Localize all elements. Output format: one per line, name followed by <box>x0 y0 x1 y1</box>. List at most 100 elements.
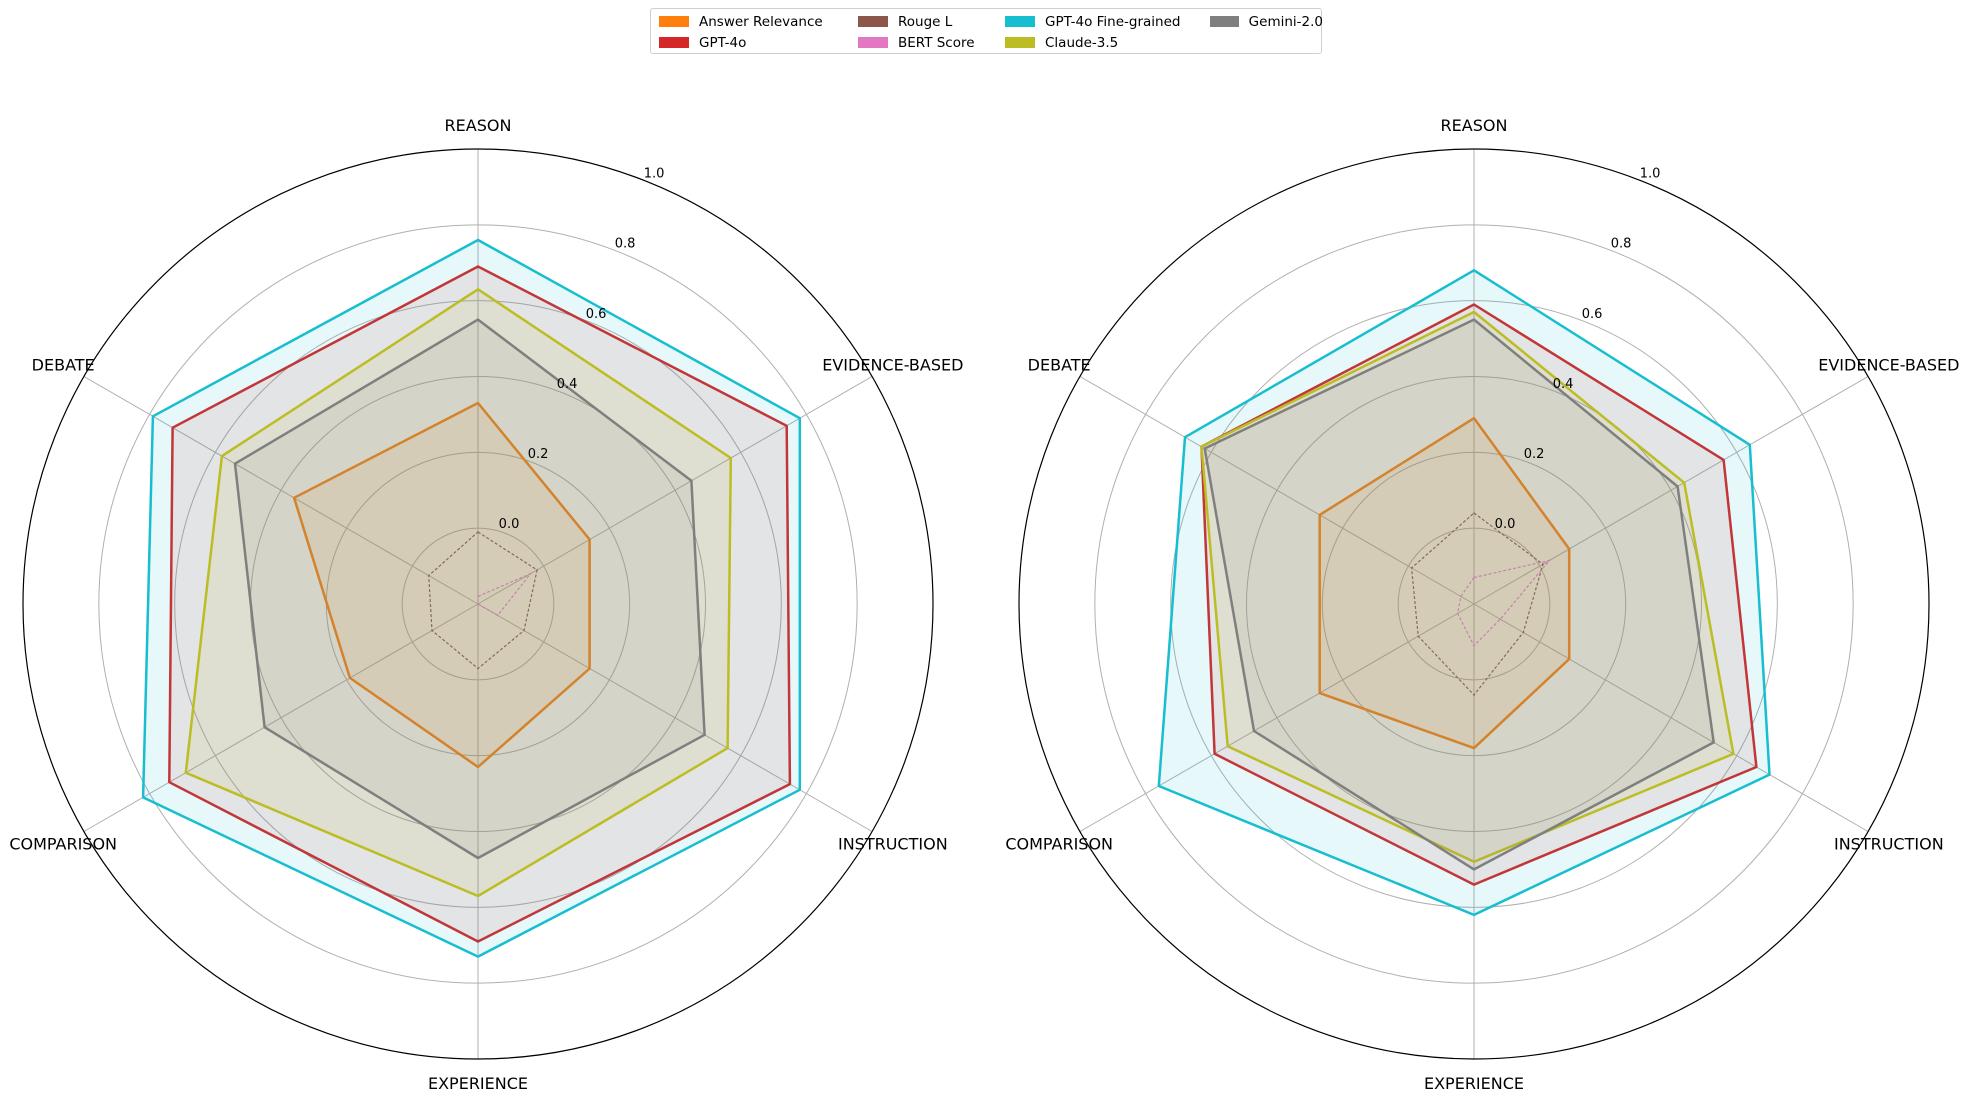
spoke-debate <box>83 376 479 605</box>
radial-tick-label: 0.6 <box>1582 307 1603 322</box>
spoke-debate <box>1079 376 1475 605</box>
data-point-claude-3-5 <box>1473 861 1475 863</box>
outer-frame <box>1018 148 1930 1060</box>
data-point-rouge-l <box>1410 567 1413 569</box>
data-point-bert-score <box>1473 576 1475 579</box>
data-point-gpt-4o-fine-grained <box>799 788 801 791</box>
axis-label-experience: EXPERIENCE <box>1424 1074 1524 1093</box>
data-point-answer-relevance <box>477 766 479 768</box>
data-point-claude-3-5 <box>477 288 479 291</box>
legend-item-answer-relevance: Answer Relevance <box>651 11 850 32</box>
data-point-gpt-4o <box>171 426 174 429</box>
legend-item-gpt-4o-fine-grained: GPT-4o Fine-grained <box>997 11 1202 32</box>
legend-label: GPT-4o Fine-grained <box>1045 13 1181 30</box>
data-point-answer-relevance <box>1318 514 1321 516</box>
data-point-bert-score <box>1548 559 1551 562</box>
data-point-gpt-4o <box>789 783 791 785</box>
legend-item-gpt-4o: GPT-4o <box>651 32 850 53</box>
axis-label-comparison: COMPARISON <box>1005 835 1113 854</box>
data-point-gpt-4o-fine-grained <box>1473 914 1475 916</box>
axis-label-instruction: INSTRUCTION <box>1834 835 1944 854</box>
data-point-rouge-l <box>536 569 538 571</box>
data-point-bert-score <box>477 595 479 598</box>
spoke-instruction <box>477 603 873 832</box>
legend-item-bert-score: BERT Score <box>850 32 997 53</box>
data-point-answer-relevance <box>1568 658 1571 660</box>
data-point-gpt-4o-fine-grained <box>152 415 154 418</box>
axis-label-reason: REASON <box>1441 116 1508 135</box>
data-point-gpt-4o <box>785 424 788 427</box>
data-point-gpt-4o <box>477 940 479 943</box>
axis-label-debate: DEBATE <box>32 356 95 375</box>
data-point-gemini-2-0 <box>690 479 693 482</box>
axis-label-experience: EXPERIENCE <box>428 1074 528 1093</box>
legend-label: GPT-4o <box>699 34 747 51</box>
data-point-claude-3-5 <box>726 747 729 749</box>
data-point-gemini-2-0 <box>1473 318 1475 321</box>
data-point-gemini-2-0 <box>1473 868 1475 871</box>
data-point-bert-score <box>496 614 499 617</box>
data-point-gpt-4o <box>1213 752 1216 755</box>
legend-swatch-bert-score <box>858 37 888 48</box>
data-point-gpt-4o-fine-grained <box>142 796 144 799</box>
axis-label-comparison: COMPARISON <box>9 835 117 854</box>
legend-swatch-gpt-4o <box>659 37 689 48</box>
data-point-answer-relevance <box>1473 747 1475 749</box>
legend-item-rouge-l: Rouge L <box>850 11 997 32</box>
data-point-gpt-4o <box>1473 303 1475 306</box>
data-point-gpt-4o-fine-grained <box>799 417 801 420</box>
data-point-claude-3-5 <box>1473 311 1475 313</box>
radial-tick-label: 0.6 <box>586 307 607 322</box>
axis-label-evidence-based: EVIDENCE-BASED <box>822 356 963 375</box>
data-point-gemini-2-0 <box>1203 447 1206 450</box>
data-point-rouge-l <box>1473 694 1475 696</box>
data-point-claude-3-5 <box>1732 752 1735 755</box>
data-point-gpt-4o <box>477 265 479 268</box>
data-point-rouge-l <box>477 667 479 670</box>
legend-label: BERT Score <box>898 34 975 51</box>
radial-tick-label: 0.8 <box>1611 237 1632 252</box>
data-point-gpt-4o-fine-grained <box>477 239 479 241</box>
radial-tick-label: 0.4 <box>557 377 578 392</box>
data-point-gpt-4o-fine-grained <box>1184 436 1186 438</box>
data-point-claude-3-5 <box>477 895 479 897</box>
data-point-gemini-2-0 <box>1676 485 1679 488</box>
radial-tick-label: 0.4 <box>1553 377 1574 392</box>
data-point-gpt-4o-fine-grained <box>477 955 479 958</box>
legend-swatch-rouge-l <box>858 16 888 27</box>
data-point-gemini-2-0 <box>1253 730 1255 732</box>
data-point-rouge-l <box>431 629 433 632</box>
data-point-gpt-4o <box>1755 766 1758 768</box>
data-point-answer-relevance <box>1318 692 1321 694</box>
data-point-rouge-l <box>477 531 479 533</box>
data-point-gemini-2-0 <box>477 318 479 321</box>
legend-item-gemini-2-0: Gemini-2.0 <box>1202 11 1323 32</box>
data-point-gemini-2-0 <box>1712 741 1715 744</box>
data-point-gpt-4o-fine-grained <box>1749 443 1751 446</box>
data-point-answer-relevance <box>349 677 351 679</box>
axis-label-reason: REASON <box>445 116 512 135</box>
legend-label: Gemini-2.0 <box>1248 13 1323 30</box>
data-point-rouge-l <box>523 629 525 632</box>
data-point-claude-3-5 <box>1226 745 1229 747</box>
data-point-claude-3-5 <box>221 455 223 457</box>
legend-label: Claude-3.5 <box>1045 34 1119 51</box>
legend: Answer Relevance GPT-4o Rouge L BERT Sco… <box>650 8 1323 54</box>
data-point-claude-3-5 <box>184 771 187 774</box>
radar-panel-left: 0.0 0.2 0.4 0.6 0.8 1.0 REASON EVIDENCE-BASED IN… <box>9 116 963 1093</box>
radial-tick-label: 0.8 <box>615 237 636 252</box>
data-point-bert-score <box>529 572 532 575</box>
data-point-gpt-4o-fine-grained <box>1473 269 1475 272</box>
legend-swatch-gemini-2-0 <box>1210 16 1239 27</box>
legend-item-claude-3-5: Claude-3.5 <box>997 32 1202 53</box>
data-point-rouge-l <box>1473 512 1475 514</box>
data-point-gpt-4o <box>168 781 171 784</box>
radial-tick-label: 1.0 <box>1640 167 1661 182</box>
data-point-gpt-4o <box>1722 459 1725 461</box>
spoke-evidence-based <box>477 376 873 605</box>
data-point-gpt-4o <box>1473 883 1475 886</box>
data-point-answer-relevance <box>588 667 591 670</box>
data-point-rouge-l <box>1522 631 1525 634</box>
axis-label-evidence-based: EVIDENCE-BASED <box>1818 356 1959 375</box>
